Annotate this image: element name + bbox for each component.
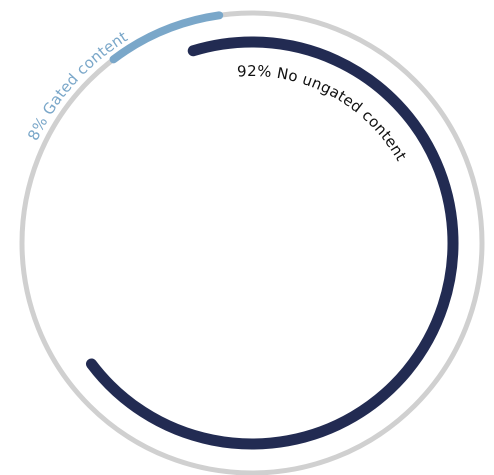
label-no-ungated-content: 92% No ungated content [237,62,411,164]
label-gated-content: 8% Gated content [24,28,131,144]
label-no-ungated-content-text: 92% No ungated content [237,62,411,164]
arc-gated-content [109,11,224,64]
outer-track-ring [19,10,485,475]
label-gated-content-text: 8% Gated content [24,28,131,144]
arc-no-ungated-content [85,36,459,450]
